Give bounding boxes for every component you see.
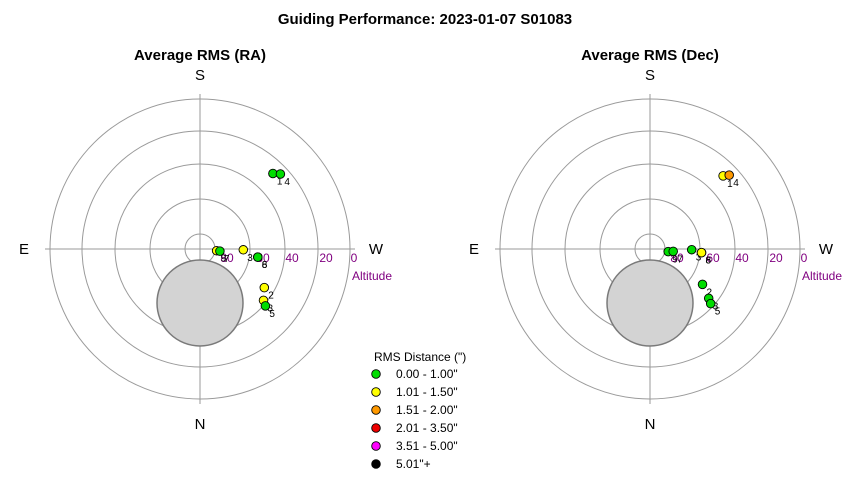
altitude-axis-label: Altitude	[802, 269, 842, 283]
legend-swatch	[371, 423, 381, 433]
altitude-tick-label: 20	[769, 251, 783, 265]
compass-north-label: N	[645, 416, 656, 433]
figure-title: Guiding Performance: 2023-01-07 S01083	[278, 11, 572, 28]
legend-swatch	[371, 441, 381, 451]
compass-east-label: E	[469, 241, 479, 258]
rms-point	[275, 169, 286, 179]
altitude-tick-label: 80	[220, 251, 234, 265]
rms-point-label: 8	[262, 260, 268, 271]
legend-item-label: 3.51 - 5.00"	[396, 439, 458, 453]
rms-point-label: 4	[733, 178, 739, 189]
altitude-tick-label: 0	[801, 251, 808, 265]
rms-point-label: 3	[696, 253, 702, 264]
polar-plot-dec: Average RMS (Dec) SNE W80 60 40 20 0Altitude1…	[469, 47, 842, 433]
rms-point-label: 3	[268, 303, 274, 314]
plot-title-dec: Average RMS (Dec)	[581, 47, 719, 64]
rms-point	[724, 170, 734, 180]
rms-point-label: 8	[706, 256, 712, 267]
rms-point-label: 4	[284, 177, 290, 188]
rms-point-label: 7	[677, 254, 683, 265]
rms-point	[705, 298, 716, 309]
rms-point-label: 2	[268, 291, 274, 302]
rms-point	[668, 246, 678, 257]
compass-west-label: W	[819, 241, 834, 258]
rms-point-label: 9	[221, 254, 227, 265]
obstruction-disk	[156, 259, 244, 347]
legend-item-label: 0.00 - 1.00"	[396, 367, 458, 381]
altitude-tick-label: 60	[706, 251, 720, 265]
rms-point	[697, 279, 708, 290]
legend-swatch	[371, 459, 381, 469]
legend-swatch	[371, 369, 381, 379]
rms-point-label: 1	[727, 179, 733, 190]
altitude-tick-label: 40	[735, 251, 749, 265]
compass-west-label: W	[369, 241, 384, 258]
rms-point	[259, 282, 270, 293]
altitude-axis-label: Altitude	[352, 269, 392, 283]
legend-item-label: 1.01 - 1.50"	[396, 385, 458, 399]
legend-item-label: 1.51 - 2.00"	[396, 403, 458, 417]
rms-point	[253, 252, 263, 262]
rms-point-label: 5	[715, 307, 721, 318]
rms-point	[215, 246, 225, 256]
rms-point-label: 2	[707, 287, 713, 298]
legend-item-label: 2.01 - 3.50"	[396, 421, 458, 435]
rms-point	[686, 244, 697, 255]
altitude-tick-label: 40	[285, 251, 299, 265]
compass-east-label: E	[19, 241, 29, 258]
rms-point-label: 5	[269, 309, 275, 320]
plot-title-ra: Average RMS (RA)	[134, 47, 266, 64]
rms-point	[238, 245, 249, 255]
compass-south-label: S	[195, 67, 205, 84]
rms-point-label: 3	[713, 301, 719, 312]
rms-point-label: 3	[247, 253, 253, 264]
rms-point-label: 9	[672, 255, 678, 266]
rms-legend: RMS Distance (") 0.00 - 1.00" 1.01 - 1.50…	[371, 350, 466, 471]
rms-point	[696, 247, 707, 258]
rms-point-label: 6	[262, 260, 268, 271]
legend-title: RMS Distance (")	[374, 350, 466, 364]
rms-point-label: 6	[706, 256, 712, 267]
compass-south-label: S	[645, 67, 655, 84]
altitude-tick-label: 0	[351, 251, 358, 265]
obstruction-disk	[606, 259, 694, 347]
legend-swatch	[371, 387, 381, 397]
compass-north-label: N	[195, 416, 206, 433]
rms-point-label: 1	[277, 177, 283, 188]
rms-point	[260, 301, 271, 311]
legend-item-label: 5.01"+	[396, 457, 431, 471]
altitude-tick-label: 20	[319, 251, 333, 265]
legend-swatch	[371, 405, 381, 415]
rms-point-label: 7	[224, 254, 230, 265]
